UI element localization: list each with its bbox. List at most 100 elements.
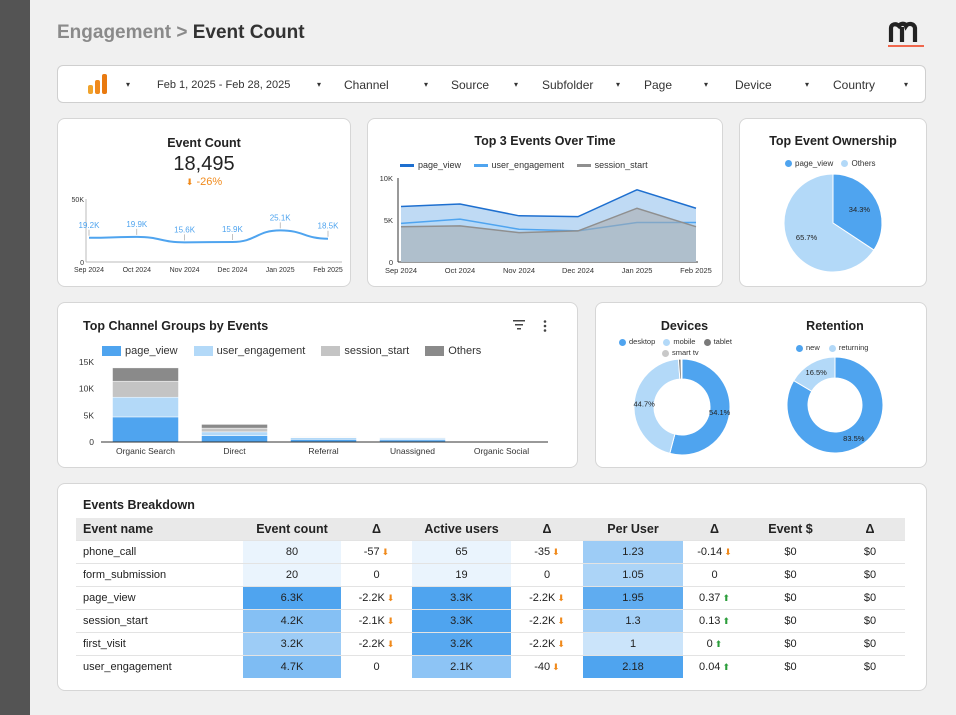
chevron-down-icon: ▾ bbox=[514, 80, 519, 89]
event-name-cell: phone_call bbox=[76, 539, 243, 563]
legend-new[interactable]: new bbox=[796, 343, 820, 352]
column-header-event-revenue[interactable]: Event $ bbox=[746, 518, 835, 540]
active-users-cell: 2.1K bbox=[412, 654, 511, 678]
event-count-delta-cell: -2.2K ⬇ bbox=[341, 631, 412, 655]
legend-others[interactable]: Others bbox=[841, 159, 876, 168]
data-label: 19.2K bbox=[79, 221, 101, 230]
table-row[interactable]: session_start 4.2K -2.1K ⬇ 3.3K -2.2K ⬇ 1.3 0.13… bbox=[76, 608, 905, 632]
bar-page_view bbox=[112, 416, 179, 443]
column-header-delta[interactable]: Δ bbox=[511, 518, 583, 540]
per-user-cell: 1.3 bbox=[583, 608, 683, 632]
column-header-per-user[interactable]: Per User bbox=[583, 518, 683, 540]
arrow-down-icon: ⬇ bbox=[724, 546, 732, 557]
arrow-up-icon: ⬆ bbox=[722, 661, 730, 672]
cell-value: user_engagement bbox=[83, 660, 172, 673]
table-row[interactable]: user_engagement 4.7K 0 2.1K -40 ⬇ 2.18 0.04 ⬆ $0 $… bbox=[76, 654, 905, 678]
bar-Others bbox=[201, 424, 268, 429]
event-count-line bbox=[88, 229, 329, 244]
breadcrumb-engagement[interactable]: Engagement bbox=[57, 22, 172, 43]
cell-value: $0 bbox=[784, 545, 797, 558]
table-row[interactable]: form_submission 20 0 19 0 1.05 0 $0 $0 bbox=[76, 562, 905, 586]
legend-label: new bbox=[806, 343, 820, 352]
page-filter-label: Page bbox=[644, 78, 673, 92]
x-tick-label: Sep 2024 bbox=[74, 267, 104, 274]
slice-smart-tv bbox=[680, 358, 683, 380]
devices-legend: desktop mobile tablet smart tv bbox=[619, 336, 732, 358]
legend-user-engagement[interactable]: user_engagement bbox=[193, 345, 305, 357]
column-header-delta[interactable]: Δ bbox=[683, 518, 746, 540]
cell-value: -2.2K bbox=[358, 637, 385, 650]
x-tick-label: Oct 2024 bbox=[123, 267, 152, 274]
cell-value: 6.3K bbox=[280, 591, 304, 604]
table-row[interactable]: phone_call 80 -57 ⬇ 65 -35 ⬇ 1.23 -0.14 ⬇ $0 $0 bbox=[76, 539, 905, 563]
filter-icon[interactable] bbox=[513, 320, 525, 330]
cell-value: $0 bbox=[784, 637, 797, 650]
page-filter[interactable]: Page ▾ bbox=[644, 66, 716, 104]
legend-label: session_start bbox=[594, 160, 648, 170]
events-breakdown-title: Events Breakdown bbox=[83, 498, 195, 512]
column-header-delta[interactable]: Δ bbox=[835, 518, 905, 540]
bar-user_engagement bbox=[112, 396, 179, 418]
line-page_view bbox=[400, 188, 697, 218]
bar-session_start bbox=[112, 380, 179, 398]
column-header-active-users[interactable]: Active users bbox=[412, 518, 511, 540]
column-header-event-count[interactable]: Event count bbox=[243, 518, 341, 540]
legend-session-start[interactable]: session_start bbox=[321, 345, 409, 357]
column-header-event-name[interactable]: Event name bbox=[76, 518, 243, 540]
legend-user-engagement[interactable]: user_engagement bbox=[473, 160, 564, 170]
per-user-delta-cell: 0.37 ⬆ bbox=[683, 585, 746, 609]
date-range-filter[interactable]: Feb 1, 2025 - Feb 28, 2025 ▾ bbox=[157, 66, 327, 104]
cell-value: 80 bbox=[285, 545, 299, 558]
cell-value: 0.13 bbox=[699, 614, 721, 627]
legend-returning[interactable]: returning bbox=[828, 343, 868, 352]
left-sidebar bbox=[0, 0, 30, 715]
slice-desktop bbox=[669, 358, 731, 456]
x-tick-label: Nov 2024 bbox=[170, 267, 200, 274]
active-users-delta-cell: -2.2K ⬇ bbox=[511, 608, 583, 632]
slice-label: 83.5% bbox=[843, 434, 865, 443]
y-tick-label: 0 bbox=[389, 258, 393, 267]
more-options-icon[interactable] bbox=[542, 320, 548, 332]
legend-label: desktop bbox=[629, 337, 656, 346]
event-count-cell: 20 bbox=[243, 562, 341, 586]
active-users-delta-cell: -35 ⬇ bbox=[511, 539, 583, 563]
source-filter-label: Source bbox=[451, 78, 490, 92]
property-dropdown-caret[interactable]: ▾ bbox=[126, 80, 131, 89]
subfolder-filter[interactable]: Subfolder ▾ bbox=[542, 66, 624, 104]
legend-smart-tv[interactable]: smart tv bbox=[662, 347, 699, 358]
country-filter[interactable]: Country ▾ bbox=[833, 66, 913, 104]
channel-groups-legend: page_view user_engagement session_start … bbox=[102, 345, 491, 357]
table-row[interactable]: first_visit 3.2K -2.2K ⬇ 3.2K -2.2K ⬇ 1 0 ⬆ $0 $0 bbox=[76, 631, 905, 655]
legend-tablet[interactable]: tablet bbox=[703, 336, 732, 347]
legend-page-view[interactable]: page_view bbox=[102, 345, 178, 357]
active-users-cell: 3.3K bbox=[412, 608, 511, 632]
source-filter[interactable]: Source ▾ bbox=[451, 66, 521, 104]
cell-value: $0 bbox=[863, 591, 877, 604]
arrow-down-icon: ⬇ bbox=[557, 638, 565, 649]
event-name-cell: first_visit bbox=[76, 631, 243, 655]
event-count-delta-cell: 0 bbox=[341, 654, 412, 678]
legend-page-view[interactable]: page_view bbox=[785, 159, 833, 168]
event-count-cell: 6.3K bbox=[243, 585, 341, 609]
active-users-cell: 3.3K bbox=[412, 585, 511, 609]
legend-others[interactable]: Others bbox=[425, 345, 481, 357]
top-events-card: Top 3 Events Over Time page_view user_en… bbox=[367, 118, 723, 287]
table-row[interactable]: page_view 6.3K -2.2K ⬇ 3.3K -2.2K ⬇ 1.95 0.37 ⬆ $0… bbox=[76, 585, 905, 609]
device-filter[interactable]: Device ▾ bbox=[735, 66, 815, 104]
table-header-row: Event name Event count Δ Active users Δ … bbox=[76, 518, 905, 540]
cell-value: $0 bbox=[784, 568, 797, 581]
cell-value: 1.05 bbox=[622, 568, 644, 581]
event-name-cell: form_submission bbox=[76, 562, 243, 586]
arrow-down-icon: ⬇ bbox=[381, 546, 390, 557]
slice-new bbox=[786, 356, 884, 454]
legend-desktop[interactable]: desktop bbox=[619, 336, 655, 347]
event-count-cell: 80 bbox=[243, 539, 341, 563]
arrow-down-icon: ⬇ bbox=[552, 546, 560, 557]
channel-filter[interactable]: Channel ▾ bbox=[344, 66, 432, 104]
cell-value: $0 bbox=[863, 614, 877, 627]
column-header-delta[interactable]: Δ bbox=[341, 518, 412, 540]
devices-title: Devices bbox=[660, 319, 709, 333]
legend-mobile[interactable]: mobile bbox=[663, 336, 695, 347]
legend-session-start[interactable]: session_start bbox=[576, 160, 648, 170]
legend-page-view[interactable]: page_view bbox=[400, 160, 461, 170]
